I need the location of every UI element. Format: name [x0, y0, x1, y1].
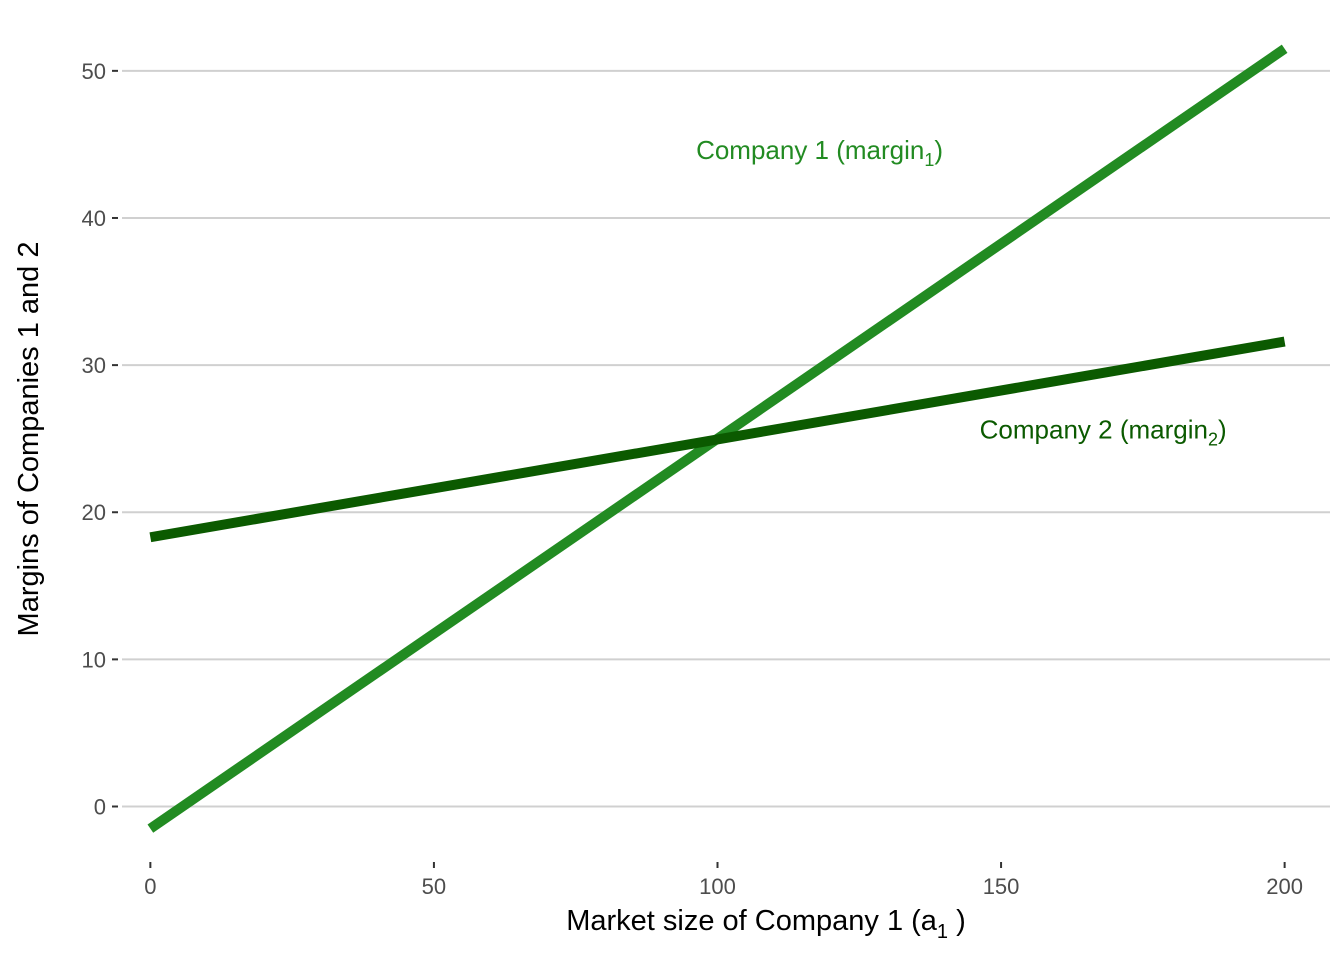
x-tick-label: 150: [983, 874, 1020, 899]
x-tick-label: 50: [422, 874, 446, 899]
y-axis-title: Margins of Companies 1 and 2: [13, 242, 45, 637]
x-axis-title: Market size of Company 1 (a1 ): [566, 905, 966, 943]
series-label-company-1: Company 1 (margin1): [696, 135, 943, 170]
y-tick-label: 40: [82, 206, 106, 231]
y-tick-label: 30: [82, 353, 106, 378]
y-axis: 0 10 20 30 40 50: [82, 59, 118, 820]
series-lines: [147, 44, 1288, 833]
series-line-company-2: [149, 336, 1286, 543]
y-tick-label: 10: [82, 647, 106, 672]
x-tick-label: 200: [1266, 874, 1303, 899]
y-tick-label: 20: [82, 500, 106, 525]
x-tick-label: 0: [144, 874, 156, 899]
y-tick-label: 50: [82, 59, 106, 84]
y-tick-label: 0: [94, 795, 106, 820]
x-tick-label: 100: [699, 874, 736, 899]
series-label-company-2: Company 2 (margin2): [980, 415, 1227, 450]
x-axis: 0 50 100 150 200: [144, 862, 1303, 899]
series-labels: Company 1 (margin1) Company 2 (margin2): [696, 135, 1227, 450]
